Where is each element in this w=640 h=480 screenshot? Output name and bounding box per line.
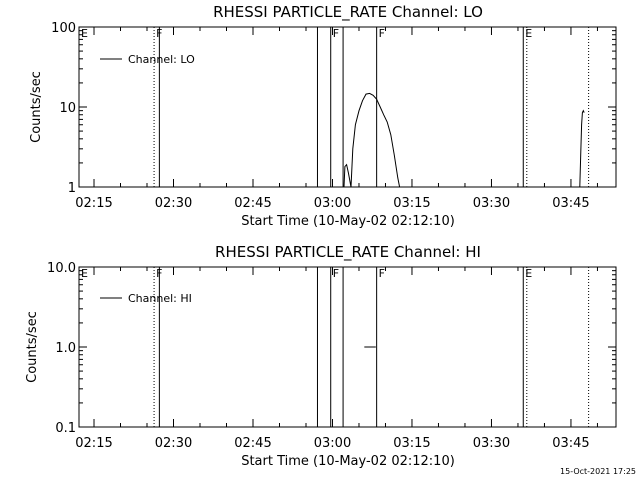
x-tick-label: 02:45: [234, 196, 271, 211]
y-axis-label: Counts/sec: [25, 311, 40, 383]
x-tick-label: 03:15: [393, 436, 430, 451]
x-axis-label: Start Time (10-May-02 02:12:10): [241, 454, 455, 469]
marker-label: E: [81, 267, 88, 280]
x-tick-label: 02:30: [155, 196, 192, 211]
marker-label: E: [81, 27, 88, 40]
panel-lo: RHESSI PARTICLE_RATE Channel: LO Counts/…: [29, 3, 617, 229]
x-tick-label: 02:15: [75, 196, 112, 211]
marker-label: E: [525, 27, 532, 40]
x-axis-label: Start Time (10-May-02 02:12:10): [241, 214, 455, 229]
marker-label: F: [333, 27, 339, 40]
x-tick-label: 03:45: [552, 196, 589, 211]
y-tick-label: 1.0: [55, 341, 76, 356]
footer-timestamp: 15-Oct-2021 17:25: [560, 467, 636, 476]
chart-title: RHESSI PARTICLE_RATE Channel: HI: [215, 243, 481, 262]
y-axis-label: Counts/sec: [29, 71, 44, 143]
y-tick-label: 100: [51, 21, 76, 36]
y-tick-label: 1: [68, 181, 76, 196]
series-line: [579, 109, 585, 188]
x-tick-label: 03:30: [473, 196, 510, 211]
x-tick-label: 03:15: [393, 196, 430, 211]
marker-label: F: [379, 27, 385, 40]
marker-label: E: [525, 267, 532, 280]
y-tick-label: 10.0: [47, 261, 76, 276]
x-tick-label: 03:45: [552, 436, 589, 451]
y-tick-label: 10: [59, 101, 76, 116]
chart-title: RHESSI PARTICLE_RATE Channel: LO: [213, 3, 483, 22]
x-tick-label: 03:00: [314, 196, 351, 211]
legend-label: Channel: HI: [128, 292, 192, 305]
x-tick-label: 02:45: [234, 436, 271, 451]
panel-hi: RHESSI PARTICLE_RATE Channel: HI Counts/…: [25, 243, 617, 469]
x-tick-label: 03:30: [473, 436, 510, 451]
series-line: [343, 92, 401, 188]
marker-label: F: [333, 267, 339, 280]
legend-label: Channel: LO: [128, 53, 195, 66]
x-tick-label: 02:15: [75, 436, 112, 451]
y-tick-label: 0.1: [55, 421, 76, 436]
marker-label: F: [379, 267, 385, 280]
x-tick-label: 02:30: [155, 436, 192, 451]
x-tick-label: 03:00: [314, 436, 351, 451]
